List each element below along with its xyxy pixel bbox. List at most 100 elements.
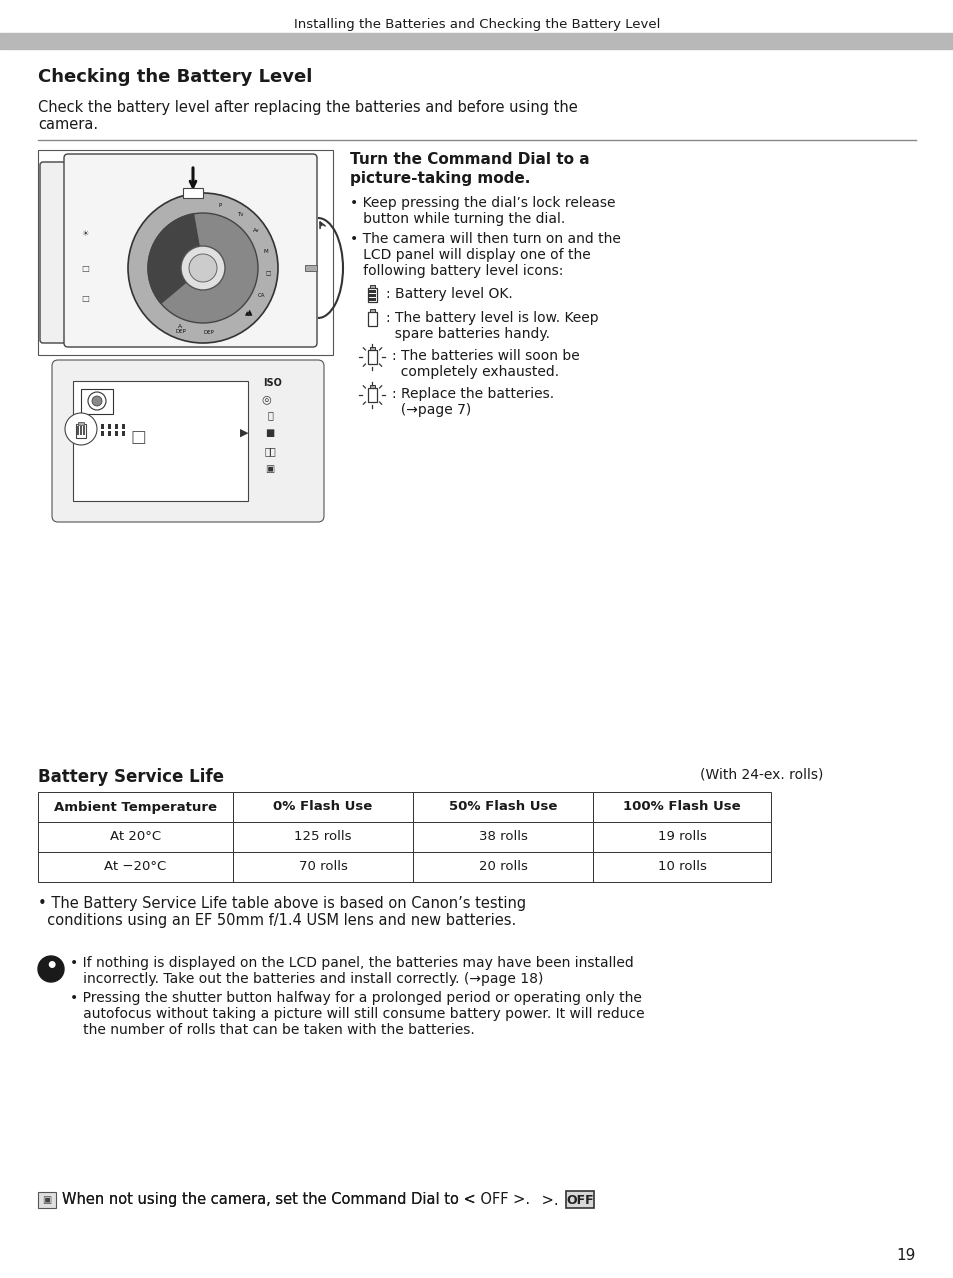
Text: ISO: ISO (263, 378, 281, 389)
Polygon shape (148, 213, 203, 303)
Bar (369, 290, 375, 293)
Text: M: M (263, 249, 268, 253)
Bar (115, 431, 118, 436)
Circle shape (128, 193, 277, 343)
Circle shape (38, 956, 64, 982)
Text: A-
DEP: A- DEP (175, 323, 186, 335)
Bar (122, 431, 125, 436)
Text: ◎: ◎ (261, 394, 271, 404)
Circle shape (189, 254, 216, 282)
Text: ▲▲: ▲▲ (245, 312, 253, 317)
Bar (78, 422, 84, 426)
FancyBboxPatch shape (52, 360, 324, 521)
Text: □: □ (81, 294, 89, 303)
Text: Checking the Battery Level: Checking the Battery Level (38, 68, 312, 86)
Text: >.: >. (537, 1192, 558, 1208)
Text: Installing the Batteries and Checking the Battery Level: Installing the Batteries and Checking th… (294, 18, 659, 31)
FancyBboxPatch shape (40, 162, 76, 343)
Text: When not using the camera, set the Command Dial to < OFF >.: When not using the camera, set the Comma… (62, 1192, 530, 1206)
Circle shape (91, 396, 102, 406)
Text: OFF: OFF (565, 1194, 593, 1206)
Bar (370, 285, 375, 288)
Text: (With 24-ex. rolls): (With 24-ex. rolls) (700, 768, 822, 782)
Bar (305, 265, 316, 271)
Bar (233, 822, 413, 852)
Bar (122, 424, 125, 429)
Text: 38 rolls: 38 rolls (478, 831, 527, 843)
Text: conditions using an EF 50mm f/1.4 USM lens and new batteries.: conditions using an EF 50mm f/1.4 USM le… (38, 912, 516, 928)
Text: • Keep pressing the dial’s lock release: • Keep pressing the dial’s lock release (350, 196, 615, 210)
Text: • Pressing the shutter button halfway for a prolonged period or operating only t: • Pressing the shutter button halfway fo… (70, 990, 641, 1005)
Text: At −20°C: At −20°C (104, 860, 167, 873)
Text: camera.: camera. (38, 118, 98, 132)
FancyBboxPatch shape (64, 155, 316, 348)
FancyBboxPatch shape (189, 258, 221, 279)
Text: : Battery level OK.: : Battery level OK. (386, 288, 512, 302)
Bar (38, 792, 233, 822)
Text: •: • (45, 957, 57, 976)
Text: OFF: OFF (194, 263, 214, 272)
Text: incorrectly. Take out the batteries and install correctly. (→page 18): incorrectly. Take out the batteries and … (70, 973, 543, 987)
Circle shape (181, 245, 225, 290)
Text: Turn the Command Dial to a: Turn the Command Dial to a (350, 152, 589, 167)
Circle shape (148, 213, 257, 323)
Text: • The camera will then turn on and the: • The camera will then turn on and the (350, 233, 620, 245)
Text: P: P (218, 203, 221, 208)
Text: autofocus without taking a picture will still consume battery power. It will red: autofocus without taking a picture will … (70, 1007, 644, 1021)
Text: following battery level icons:: following battery level icons: (350, 265, 563, 279)
Text: 19: 19 (896, 1249, 915, 1263)
Text: 125 rolls: 125 rolls (294, 831, 352, 843)
Text: Battery Service Life: Battery Service Life (38, 768, 224, 786)
Bar (368, 288, 376, 302)
Bar (593, 822, 770, 852)
Text: picture-taking mode.: picture-taking mode. (350, 171, 530, 187)
Bar (593, 792, 770, 822)
Text: Check the battery level after replacing the batteries and before using the: Check the battery level after replacing … (38, 100, 578, 115)
Text: ⧗: ⧗ (267, 410, 273, 420)
Text: □: □ (265, 271, 270, 276)
Bar (77, 426, 79, 435)
Bar (115, 424, 118, 429)
Bar (101, 424, 104, 429)
Text: • If nothing is displayed on the LCD panel, the batteries may have been installe: • If nothing is displayed on the LCD pan… (70, 956, 633, 970)
Bar (83, 426, 85, 435)
Bar (368, 389, 376, 403)
Bar (73, 381, 248, 501)
Text: spare batteries handy.: spare batteries handy. (386, 327, 550, 341)
Circle shape (88, 392, 106, 410)
Bar (38, 822, 233, 852)
Bar (370, 309, 375, 312)
Text: • The Battery Service Life table above is based on Canon’s testing: • The Battery Service Life table above i… (38, 896, 525, 911)
Text: CA: CA (258, 293, 265, 298)
Text: 50% Flash Use: 50% Flash Use (448, 800, 557, 814)
Bar (233, 792, 413, 822)
Text: Av: Av (253, 229, 259, 233)
Text: DEP: DEP (203, 330, 213, 335)
Bar (0, 33, 953, 49)
Circle shape (65, 413, 97, 445)
Bar (413, 822, 593, 852)
Text: : The batteries will soon be: : The batteries will soon be (392, 349, 579, 363)
Text: ▣: ▣ (42, 1195, 51, 1205)
Bar (593, 852, 770, 882)
Bar (108, 424, 111, 429)
Text: LCD panel will display one of the: LCD panel will display one of the (350, 248, 590, 262)
Text: the number of rolls that can be taken with the batteries.: the number of rolls that can be taken wi… (70, 1022, 475, 1036)
Text: : The battery level is low. Keep: : The battery level is low. Keep (386, 311, 598, 325)
Text: ☀: ☀ (81, 229, 89, 238)
Text: 10 rolls: 10 rolls (657, 860, 706, 873)
Bar (76, 424, 86, 438)
Text: ▶: ▶ (240, 428, 248, 438)
Text: □: □ (81, 263, 89, 272)
Text: (→page 7): (→page 7) (392, 403, 471, 417)
Bar (370, 348, 375, 350)
Text: 0% Flash Use: 0% Flash Use (274, 800, 373, 814)
Bar (565, 1191, 594, 1208)
Bar (101, 431, 104, 436)
Text: : Replace the batteries.: : Replace the batteries. (392, 387, 554, 401)
Bar (80, 426, 82, 435)
Bar (81, 389, 112, 414)
Bar (413, 792, 593, 822)
Text: □: □ (131, 428, 147, 446)
Bar (108, 431, 111, 436)
